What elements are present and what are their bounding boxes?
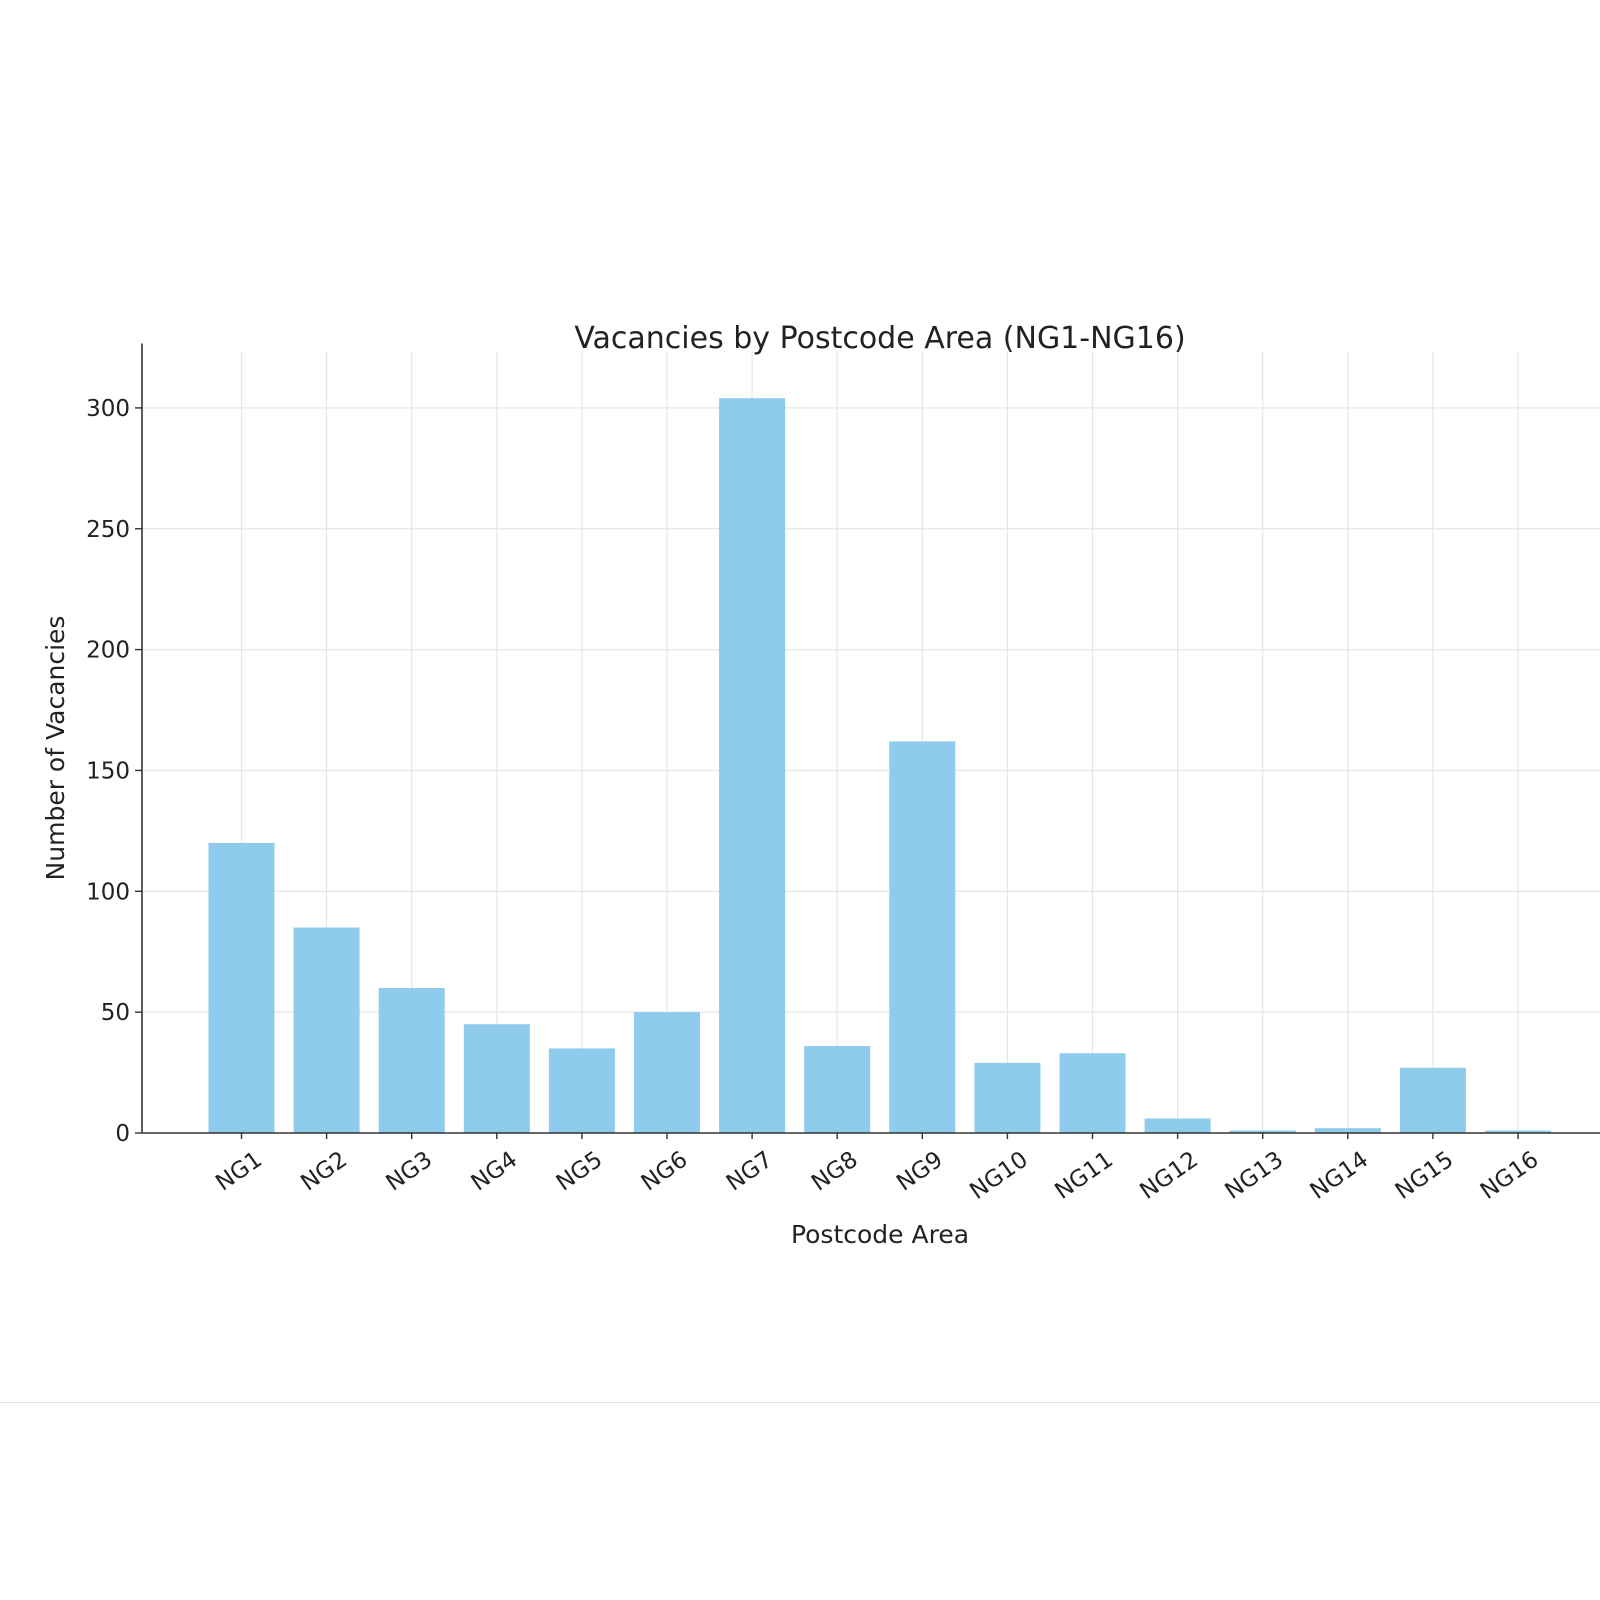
- chart-title: Vacancies by Postcode Area (NG1-NG16): [574, 321, 1185, 356]
- y-tick-label: 200: [86, 638, 130, 664]
- x-tick-label-ng7: NG7: [722, 1147, 778, 1197]
- x-tick-label-ng11: NG11: [1050, 1147, 1118, 1205]
- x-tick-label-ng13: NG13: [1221, 1147, 1289, 1205]
- bar-ng8: [804, 1045, 871, 1133]
- bar-ng2: [293, 927, 360, 1133]
- x-axis-label: Postcode Area: [791, 1220, 969, 1249]
- x-tick-label-ng4: NG4: [467, 1147, 523, 1197]
- bar-ng1: [208, 842, 275, 1133]
- x-tick-label-ng2: NG2: [296, 1147, 352, 1197]
- x-tick-label-ng16: NG16: [1476, 1147, 1544, 1205]
- y-tick-label: 0: [115, 1121, 130, 1147]
- x-tick-label-ng14: NG14: [1306, 1147, 1374, 1205]
- y-tick-label: 100: [86, 879, 130, 905]
- axes: [135, 343, 1600, 1139]
- bar-ng12: [1144, 1118, 1211, 1133]
- x-tick-label-ng5: NG5: [552, 1147, 608, 1197]
- bar-ng7: [719, 398, 786, 1133]
- bar-ng5: [548, 1048, 615, 1133]
- bar-ng10: [974, 1062, 1041, 1133]
- x-tick-label-ng3: NG3: [382, 1147, 438, 1197]
- x-tick-labels: NG1 NG2 NG3 NG4 NG5 NG6 NG7 NG8 NG9 NG10 NG11 NG12 N…: [211, 1147, 1543, 1205]
- bottom-divider: [0, 1402, 1600, 1403]
- x-tick-label-ng9: NG9: [892, 1147, 948, 1197]
- bar-ng4: [463, 1024, 530, 1133]
- x-tick-label-ng12: NG12: [1135, 1147, 1203, 1205]
- y-tick-label: 300: [86, 396, 130, 422]
- bars: [208, 398, 1551, 1133]
- bar-ng16: [1485, 1130, 1551, 1133]
- bar-ng6: [634, 1012, 700, 1133]
- y-axis-label: Number of Vacancies: [41, 616, 70, 881]
- y-tick-label: 250: [86, 517, 130, 543]
- x-tick-label-ng1: NG1: [211, 1147, 267, 1197]
- bar-ng14: [1314, 1128, 1381, 1133]
- bar-ng9: [889, 741, 956, 1133]
- y-tick-label: 50: [101, 1000, 130, 1026]
- x-tick-label-ng15: NG15: [1391, 1147, 1459, 1205]
- y-tick-labels: 0 50 100 150 200 250 300: [86, 396, 130, 1147]
- y-tick-label: 150: [86, 758, 130, 784]
- x-tick-label-ng8: NG8: [807, 1147, 863, 1197]
- bar-ng13: [1229, 1130, 1296, 1133]
- x-tick-label-ng10: NG10: [965, 1147, 1033, 1205]
- bar-ng3: [378, 987, 445, 1133]
- grid-lines: [142, 351, 1600, 1133]
- bar-ng15: [1399, 1067, 1466, 1133]
- x-tick-label-ng6: NG6: [637, 1147, 693, 1197]
- bar-ng11: [1059, 1053, 1126, 1133]
